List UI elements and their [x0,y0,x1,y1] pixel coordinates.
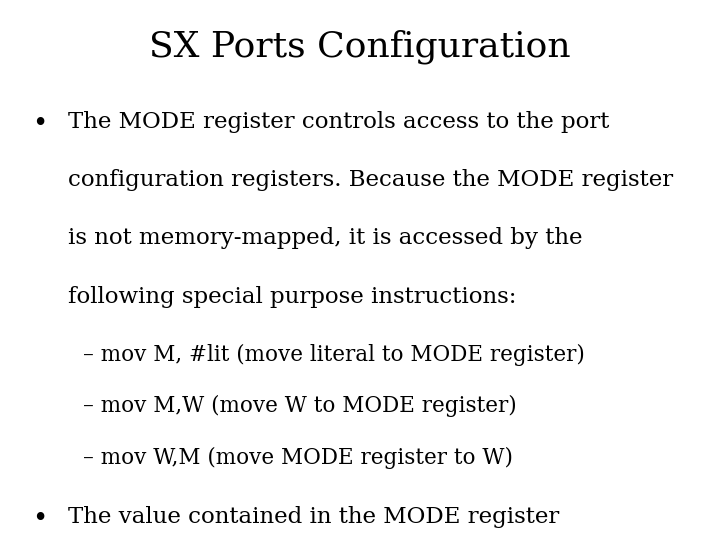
Text: The MODE register controls access to the port: The MODE register controls access to the… [68,111,610,133]
Text: – mov W,M (move MODE register to W): – mov W,M (move MODE register to W) [83,447,513,469]
Text: – mov M, #lit (move literal to MODE register): – mov M, #lit (move literal to MODE regi… [83,344,585,366]
Text: •: • [32,111,48,136]
Text: configuration registers. Because the MODE register: configuration registers. Because the MOD… [68,169,673,191]
Text: The value contained in the MODE register: The value contained in the MODE register [68,506,559,528]
Text: SX Ports Configuration: SX Ports Configuration [149,30,571,64]
Text: is not memory-mapped, it is accessed by the: is not memory-mapped, it is accessed by … [68,227,583,249]
Text: following special purpose instructions:: following special purpose instructions: [68,286,517,308]
Text: – mov M,W (move W to MODE register): – mov M,W (move W to MODE register) [83,395,516,417]
Text: •: • [32,506,48,531]
